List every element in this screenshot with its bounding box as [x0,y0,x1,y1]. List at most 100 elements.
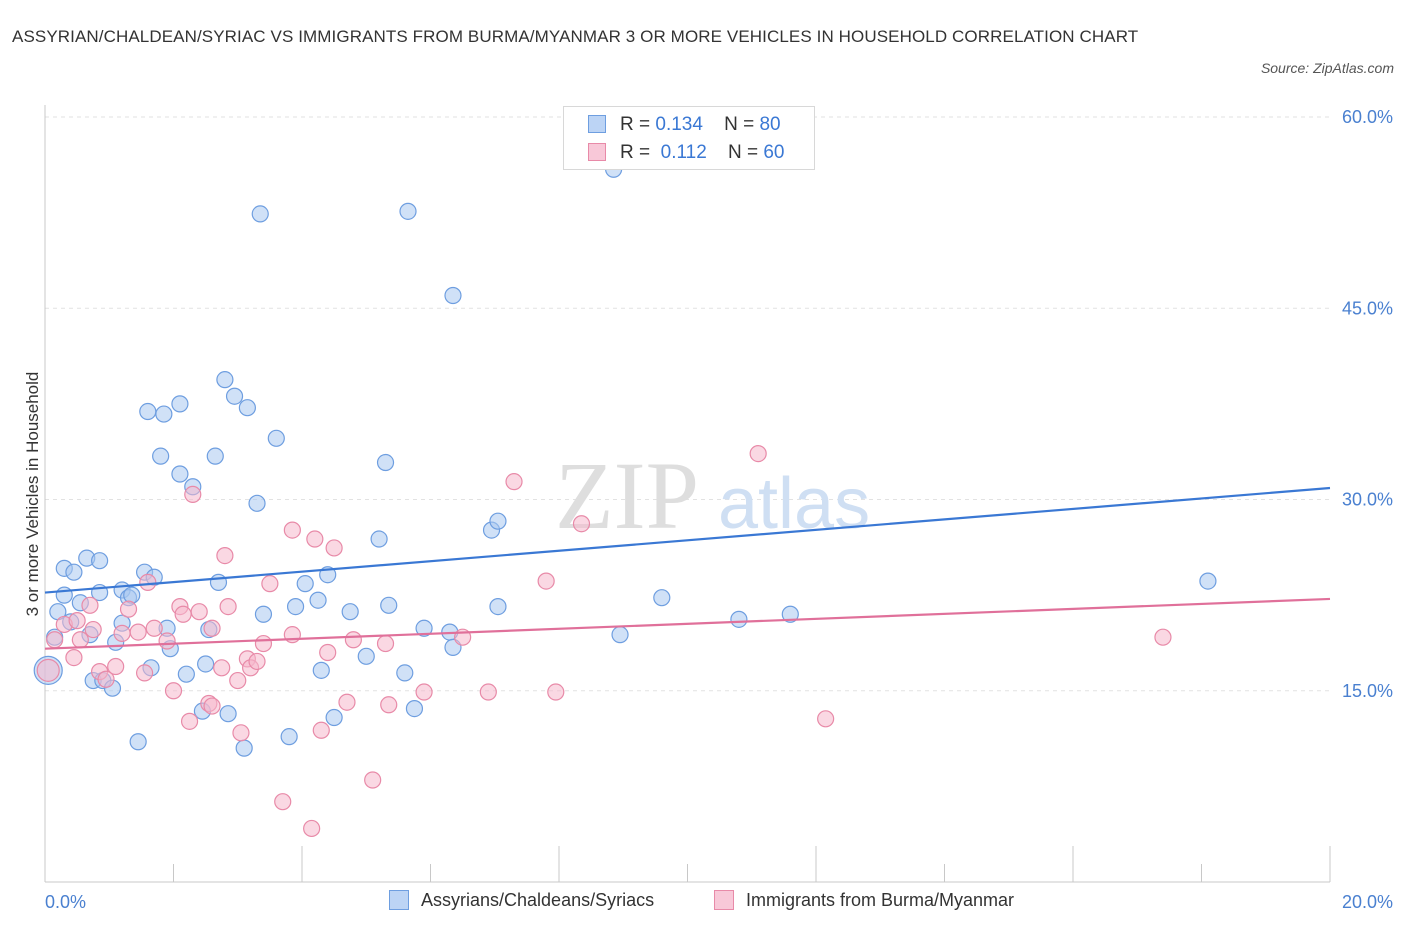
point-blue [216,371,234,389]
point-blue [209,573,228,591]
point-pink [303,819,321,838]
point-pink [261,575,279,593]
point-blue [155,405,173,423]
point-pink [180,712,199,730]
point-pink [107,657,125,676]
point-blue [123,586,141,604]
point-pink [216,546,234,565]
point-pink [145,619,163,637]
point-pink [119,600,138,618]
point-blue [177,665,195,683]
legend-n-value: 80 [759,114,781,135]
point-pink [46,631,64,649]
point-blue [730,610,748,628]
legend-n-label: N = [724,114,755,135]
point-blue [415,619,433,637]
labels-layer: 15.0% 30.0% 45.0% 60.0% 0.0% 20.0% 3 or more V… [23,107,1393,912]
point-blue [312,661,330,679]
bottom-legend-label: Assyrians/Chaldeans/Syriacs [421,890,655,910]
watermark-zip: ZIP [555,442,699,549]
point-blue [280,728,298,746]
point-blue [267,429,285,447]
point-pink [81,596,99,614]
point-pink [306,530,324,548]
bottom-legend-pink: Immigrants from Burma/Myanmar [714,890,1014,911]
point-pink [68,612,86,630]
legend-r-label: R = [620,142,651,163]
point-blue [370,530,388,548]
point-blue [251,205,269,223]
point-pink [129,623,147,641]
legend-swatch-blue [588,115,606,133]
point-blue [376,453,395,472]
trendline-blue [44,486,1331,594]
legend-swatch-pink [588,143,606,161]
point-pink [254,634,273,653]
point-pink [505,473,523,491]
point-blue [611,626,629,644]
point-pink [376,634,395,653]
point-blue [1199,572,1217,590]
point-pink [135,664,154,682]
point-pink [749,445,767,463]
point-blue [235,739,253,757]
point-pink [248,652,266,671]
point-pink [344,631,362,649]
point-blue [653,589,671,607]
point-blue [91,552,109,570]
point-pink [213,659,231,677]
chart-title: ASSYRIAN/CHALDEAN/SYRIAC VS IMMIGRANTS F… [12,27,1139,46]
point-pink [113,624,131,642]
y-tick-label: 60.0% [1342,107,1393,127]
trend-layer [44,486,1331,650]
point-pink [537,572,555,590]
legend-box: R = 0.134 N = 80 R = 0.112 N = 60 [563,106,815,170]
point-pink [479,683,497,701]
point-blue [129,733,147,751]
legend-r-value: 0.134 [655,114,703,135]
point-blue [325,708,343,727]
legend-row-pink: R = 0.112 N = 60 [588,142,784,164]
legend-row-blue: R = 0.134 N = 80 [588,114,781,136]
point-blue [206,447,224,465]
source-label: Source: ZipAtlas.com [1260,60,1394,76]
point-blue [489,512,507,530]
point-blue [139,402,157,421]
point-pink [283,521,301,539]
legend-r-label: R = [620,114,651,135]
point-blue [197,655,215,673]
y-tick-label: 45.0% [1342,298,1393,318]
x-tick-label: 20.0% [1342,892,1393,912]
point-pink [203,697,221,715]
point-pink [572,515,591,533]
legend-n-label: N = [727,142,759,163]
point-pink [319,643,337,662]
point-blue [781,605,799,623]
point-pink [203,619,221,637]
point-pink [164,682,183,700]
point-pink [139,573,157,591]
point-blue [238,399,256,417]
point-pink [184,485,202,503]
point-blue [341,603,359,621]
point-pink [158,632,176,650]
point-pink [817,710,835,728]
x-tick-label: 0.0% [45,892,86,912]
y-tick-label: 15.0% [1342,681,1393,701]
point-blue [380,596,398,614]
point-blue [286,597,305,616]
point-blue [65,563,83,581]
point-blue [396,664,414,682]
point-blue [254,605,273,623]
point-pink [338,693,356,711]
bottom-legend-swatch-pink [714,890,734,910]
point-blue [489,597,507,616]
legend-n-value: 60 [763,142,785,163]
point-blue [171,465,189,483]
point-pink [547,683,565,701]
point-blue [171,395,189,413]
point-pink [174,605,192,623]
y-tick-label: 30.0% [1342,490,1393,510]
point-blue [357,647,375,665]
